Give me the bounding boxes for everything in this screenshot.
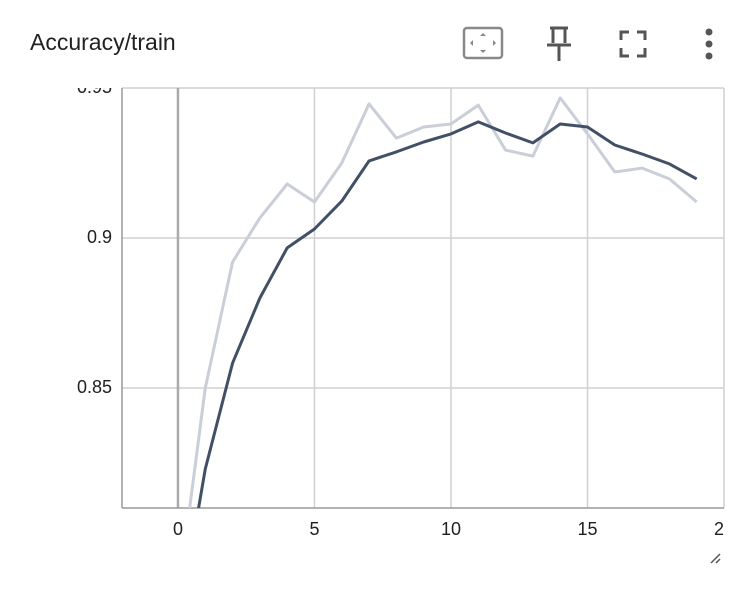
series-line bbox=[197, 120, 698, 508]
x-tick-label: 20 bbox=[714, 519, 734, 539]
fit-domain-button[interactable] bbox=[462, 26, 504, 60]
tick-labels: 0.85 0.9 0.95 0 5 10 15 20 bbox=[77, 77, 734, 539]
y-tick-label: 0.95 bbox=[77, 77, 112, 97]
x-tick-label: 10 bbox=[441, 519, 461, 539]
resize-handle[interactable] bbox=[710, 553, 721, 564]
series-line bbox=[188, 96, 698, 508]
pin-button[interactable] bbox=[547, 26, 571, 61]
fullscreen-button[interactable] bbox=[619, 30, 647, 58]
x-tick-label: 0 bbox=[173, 519, 183, 539]
x-tick-label: 5 bbox=[309, 519, 319, 539]
more-menu[interactable] bbox=[705, 28, 713, 60]
y-tick-label: 0.85 bbox=[77, 377, 112, 397]
plot-area bbox=[188, 96, 698, 508]
grid bbox=[122, 87, 725, 508]
y-tick-label: 0.9 bbox=[87, 227, 112, 247]
x-tick-label: 15 bbox=[577, 519, 597, 539]
chart-title: Accuracy/train bbox=[30, 29, 176, 55]
